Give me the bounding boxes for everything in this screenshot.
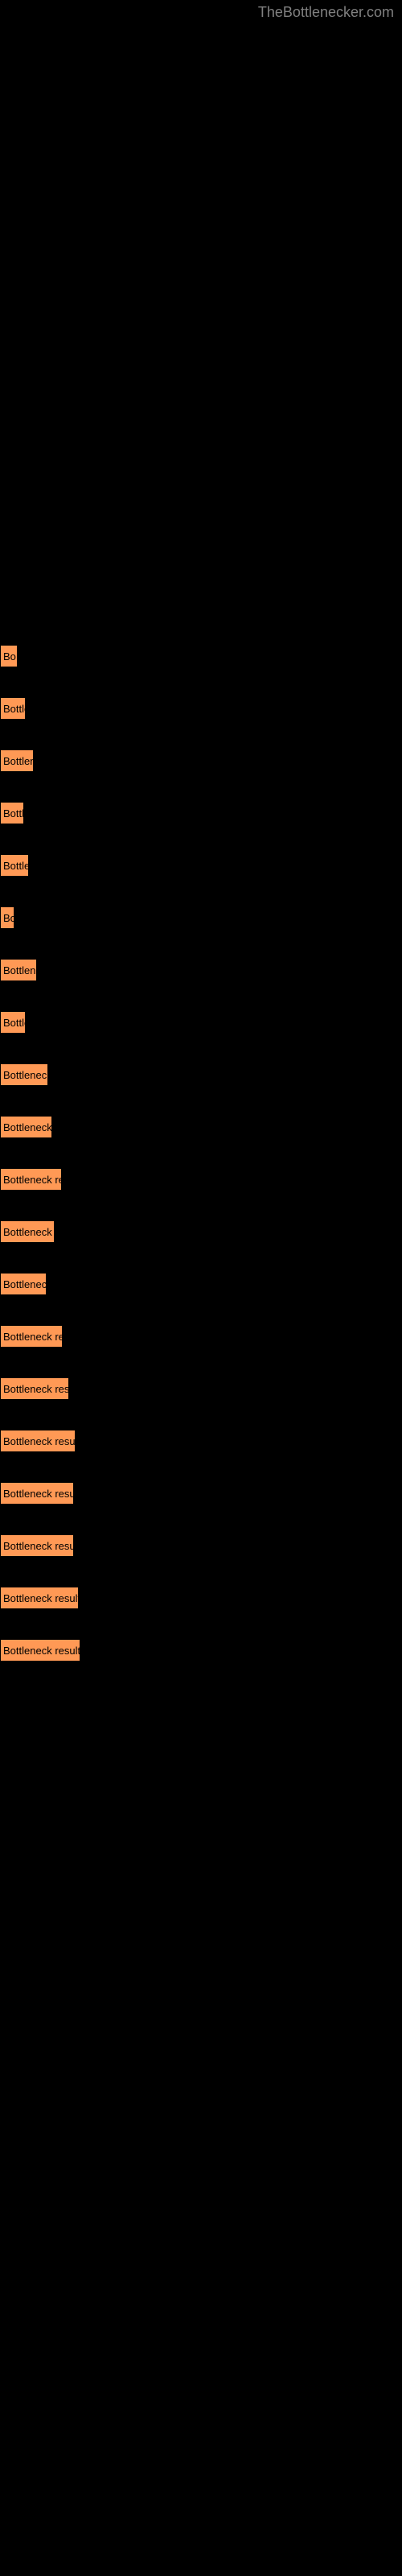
bar-row: Bottleneck result	[0, 1429, 402, 1453]
bar-row: Bottleneck result	[0, 1377, 402, 1401]
bar-row: Bottleneck result	[0, 1481, 402, 1505]
watermark: TheBottlenecker.com	[258, 4, 394, 21]
bar-row: Bottleneck re	[0, 1063, 402, 1087]
chart-bar: Bottlen	[0, 854, 29, 877]
chart-bar: Bottleneck result	[0, 1587, 79, 1609]
bar-row: Bo	[0, 644, 402, 668]
chart-bar: Bottleneck res	[0, 1116, 52, 1138]
chart-bar: Bottl	[0, 802, 24, 824]
bar-row: Bottlenec	[0, 958, 402, 982]
bar-row: Bottleneck resu	[0, 1220, 402, 1244]
chart-bar: Bottleneck result	[0, 1377, 69, 1400]
chart-bar: Bottlene	[0, 749, 34, 772]
bar-row: Bottleneck result	[0, 1534, 402, 1558]
bar-row: Bottleneck result	[0, 1586, 402, 1610]
bar-row: Bottle	[0, 696, 402, 720]
chart-bar: Bottleneck result	[0, 1482, 74, 1505]
chart-bar: Bottleneck result	[0, 1639, 80, 1662]
bar-row: Bottl	[0, 801, 402, 825]
chart-bar: Bottleneck result	[0, 1430, 76, 1452]
chart-bar: Bo	[0, 645, 18, 667]
bar-row: Bottleneck res	[0, 1115, 402, 1139]
chart-bar: Bottle	[0, 697, 26, 720]
chart-bar: Bottleneck r	[0, 1273, 47, 1295]
bar-row: Bottle	[0, 1010, 402, 1034]
chart-bar: Bottleneck result	[0, 1534, 74, 1557]
chart-bar: Bo	[0, 906, 14, 929]
chart-bar: Bottleneck resu	[0, 1220, 55, 1243]
bar-chart: Bo Bottle Bottlene Bottl Bottlen Bo Bottlenec B…	[0, 0, 402, 1731]
bar-row: Bottleneck result	[0, 1167, 402, 1191]
chart-bar: Bottle	[0, 1011, 26, 1034]
bar-row: Bottleneck r	[0, 1272, 402, 1296]
chart-bar: Bottlenec	[0, 959, 37, 981]
chart-bar: Bottleneck result	[0, 1168, 62, 1191]
bar-row: Bo	[0, 906, 402, 930]
bar-row: Bottleneck result	[0, 1638, 402, 1662]
chart-bar: Bottleneck result	[0, 1325, 63, 1348]
bar-row: Bottlen	[0, 853, 402, 877]
bar-row: Bottleneck result	[0, 1324, 402, 1348]
chart-bar: Bottleneck re	[0, 1063, 48, 1086]
bar-row: Bottlene	[0, 749, 402, 773]
